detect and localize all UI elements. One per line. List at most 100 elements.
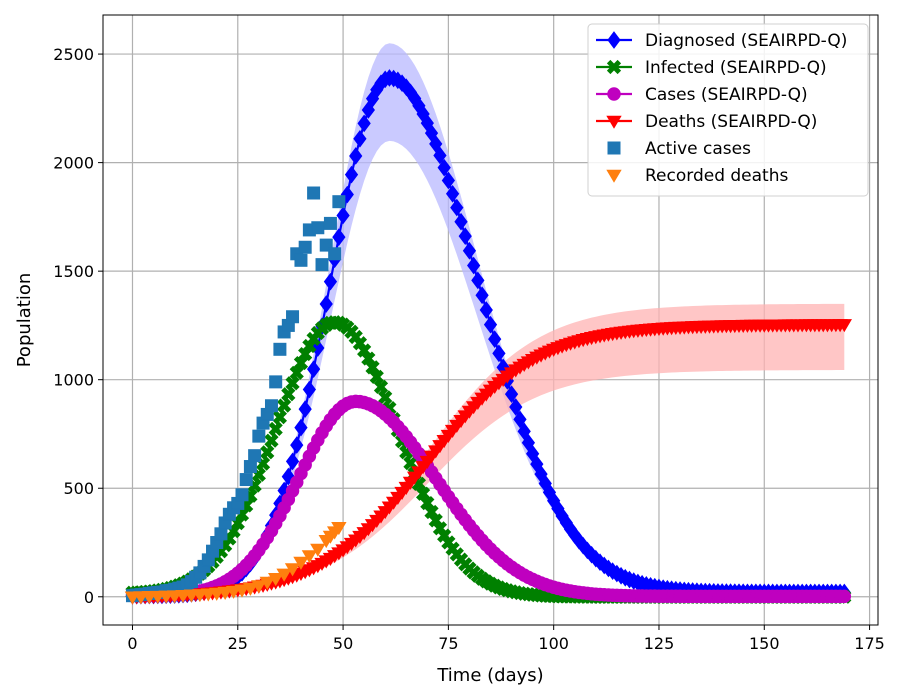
data-point <box>306 360 321 378</box>
data-point <box>454 212 468 231</box>
data-point <box>269 375 283 389</box>
data-point <box>365 360 380 375</box>
data-point <box>471 271 485 290</box>
data-point <box>273 342 287 356</box>
data-point <box>504 385 519 403</box>
legend-label: Infected (SEAIRPD-Q) <box>645 58 827 78</box>
axis-ticks: 0 25 50 75 100 125 150 175 0 500 1000 1500 2000 2500 <box>53 45 885 653</box>
data-point <box>332 228 346 246</box>
data-point <box>311 221 325 235</box>
legend-label: Recorded deaths <box>645 166 788 186</box>
data-point <box>286 310 300 324</box>
data-point <box>298 400 312 418</box>
data-point <box>294 418 308 437</box>
legend-entry: Infected (SEAIRPD-Q) <box>596 58 827 78</box>
data-point <box>298 240 312 254</box>
data-point <box>458 227 472 245</box>
data-point <box>281 387 296 402</box>
x-tick-label: 150 <box>749 634 780 653</box>
legend: Diagnosed (SEAIRPD-Q) Infected (SEAIRPD-Q… <box>587 23 869 197</box>
y-tick-label: 1000 <box>53 371 94 390</box>
data-point <box>328 247 342 261</box>
data-point <box>509 398 523 416</box>
data-point <box>433 146 447 165</box>
data-point <box>437 158 451 177</box>
data-point <box>235 488 249 502</box>
data-point <box>290 436 304 454</box>
data-point <box>307 186 321 200</box>
data-point <box>289 365 304 380</box>
legend-label: Cases (SEAIRPD-Q) <box>645 85 808 105</box>
data-point <box>353 129 367 148</box>
data-point <box>441 171 456 190</box>
data-point <box>517 422 531 441</box>
legend-marker <box>607 141 621 155</box>
x-axis-label: Time (days) <box>436 665 543 686</box>
y-axis-label: Population <box>14 273 35 368</box>
legend-box <box>587 23 869 197</box>
data-point <box>488 330 502 348</box>
data-point <box>251 580 267 594</box>
legend-entry: Diagnosed (SEAIRPD-Q) <box>596 31 847 51</box>
legend-marker <box>607 31 621 49</box>
data-point <box>315 258 329 272</box>
legend-marker <box>606 169 622 183</box>
data-point <box>259 576 275 590</box>
data-point <box>248 449 262 463</box>
data-point <box>272 410 288 425</box>
data-point <box>492 344 506 363</box>
data-point <box>277 398 292 413</box>
data-point <box>310 543 326 557</box>
x-tick-label: 125 <box>644 634 675 653</box>
data-point <box>323 272 338 291</box>
data-point <box>837 589 852 604</box>
data-point <box>332 195 346 209</box>
data-point <box>276 568 292 582</box>
data-point <box>264 433 279 448</box>
data-point <box>284 563 301 577</box>
legend-label: Active cases <box>645 139 751 159</box>
data-point <box>467 256 481 275</box>
y-tick-label: 1500 <box>53 262 94 281</box>
plot-frame <box>102 14 879 626</box>
y-tick-label: 2000 <box>53 154 94 173</box>
data-point <box>361 101 375 119</box>
data-point <box>243 460 257 474</box>
data-point <box>416 486 431 501</box>
legend-entry: Recorded deaths <box>606 166 788 186</box>
data-point <box>450 198 464 217</box>
y-tick-label: 2500 <box>53 45 94 64</box>
data-point <box>378 390 393 405</box>
y-tick-label: 500 <box>63 479 94 498</box>
data-point <box>483 315 498 334</box>
data-point <box>214 527 228 541</box>
confidence-band <box>132 303 845 597</box>
data-point <box>294 253 308 267</box>
legend-marker <box>607 87 621 101</box>
data-point <box>268 573 284 587</box>
data-point <box>331 522 347 536</box>
data-point <box>373 379 389 395</box>
legend-label: Diagnosed (SEAIRPD-Q) <box>645 31 847 51</box>
data-point <box>252 429 266 443</box>
data-point <box>234 584 250 598</box>
legend-marker <box>606 59 622 75</box>
data-point <box>260 445 275 460</box>
legend-entry: Cases (SEAIRPD-Q) <box>596 85 808 105</box>
x-tick-label: 25 <box>228 634 248 653</box>
series-layer <box>124 69 852 605</box>
y-tick-label: 0 <box>84 588 94 607</box>
legend-marker <box>606 115 622 129</box>
data-point <box>357 114 371 133</box>
data-point <box>323 216 337 230</box>
data-point <box>285 452 300 471</box>
legend-label: Deaths (SEAIRPD-Q) <box>645 112 817 132</box>
data-point <box>836 319 852 333</box>
data-point <box>302 380 317 399</box>
observed-series <box>124 522 347 605</box>
data-point <box>429 135 443 153</box>
data-point <box>344 165 359 184</box>
data-point <box>225 585 242 599</box>
x-tick-label: 175 <box>854 634 885 653</box>
